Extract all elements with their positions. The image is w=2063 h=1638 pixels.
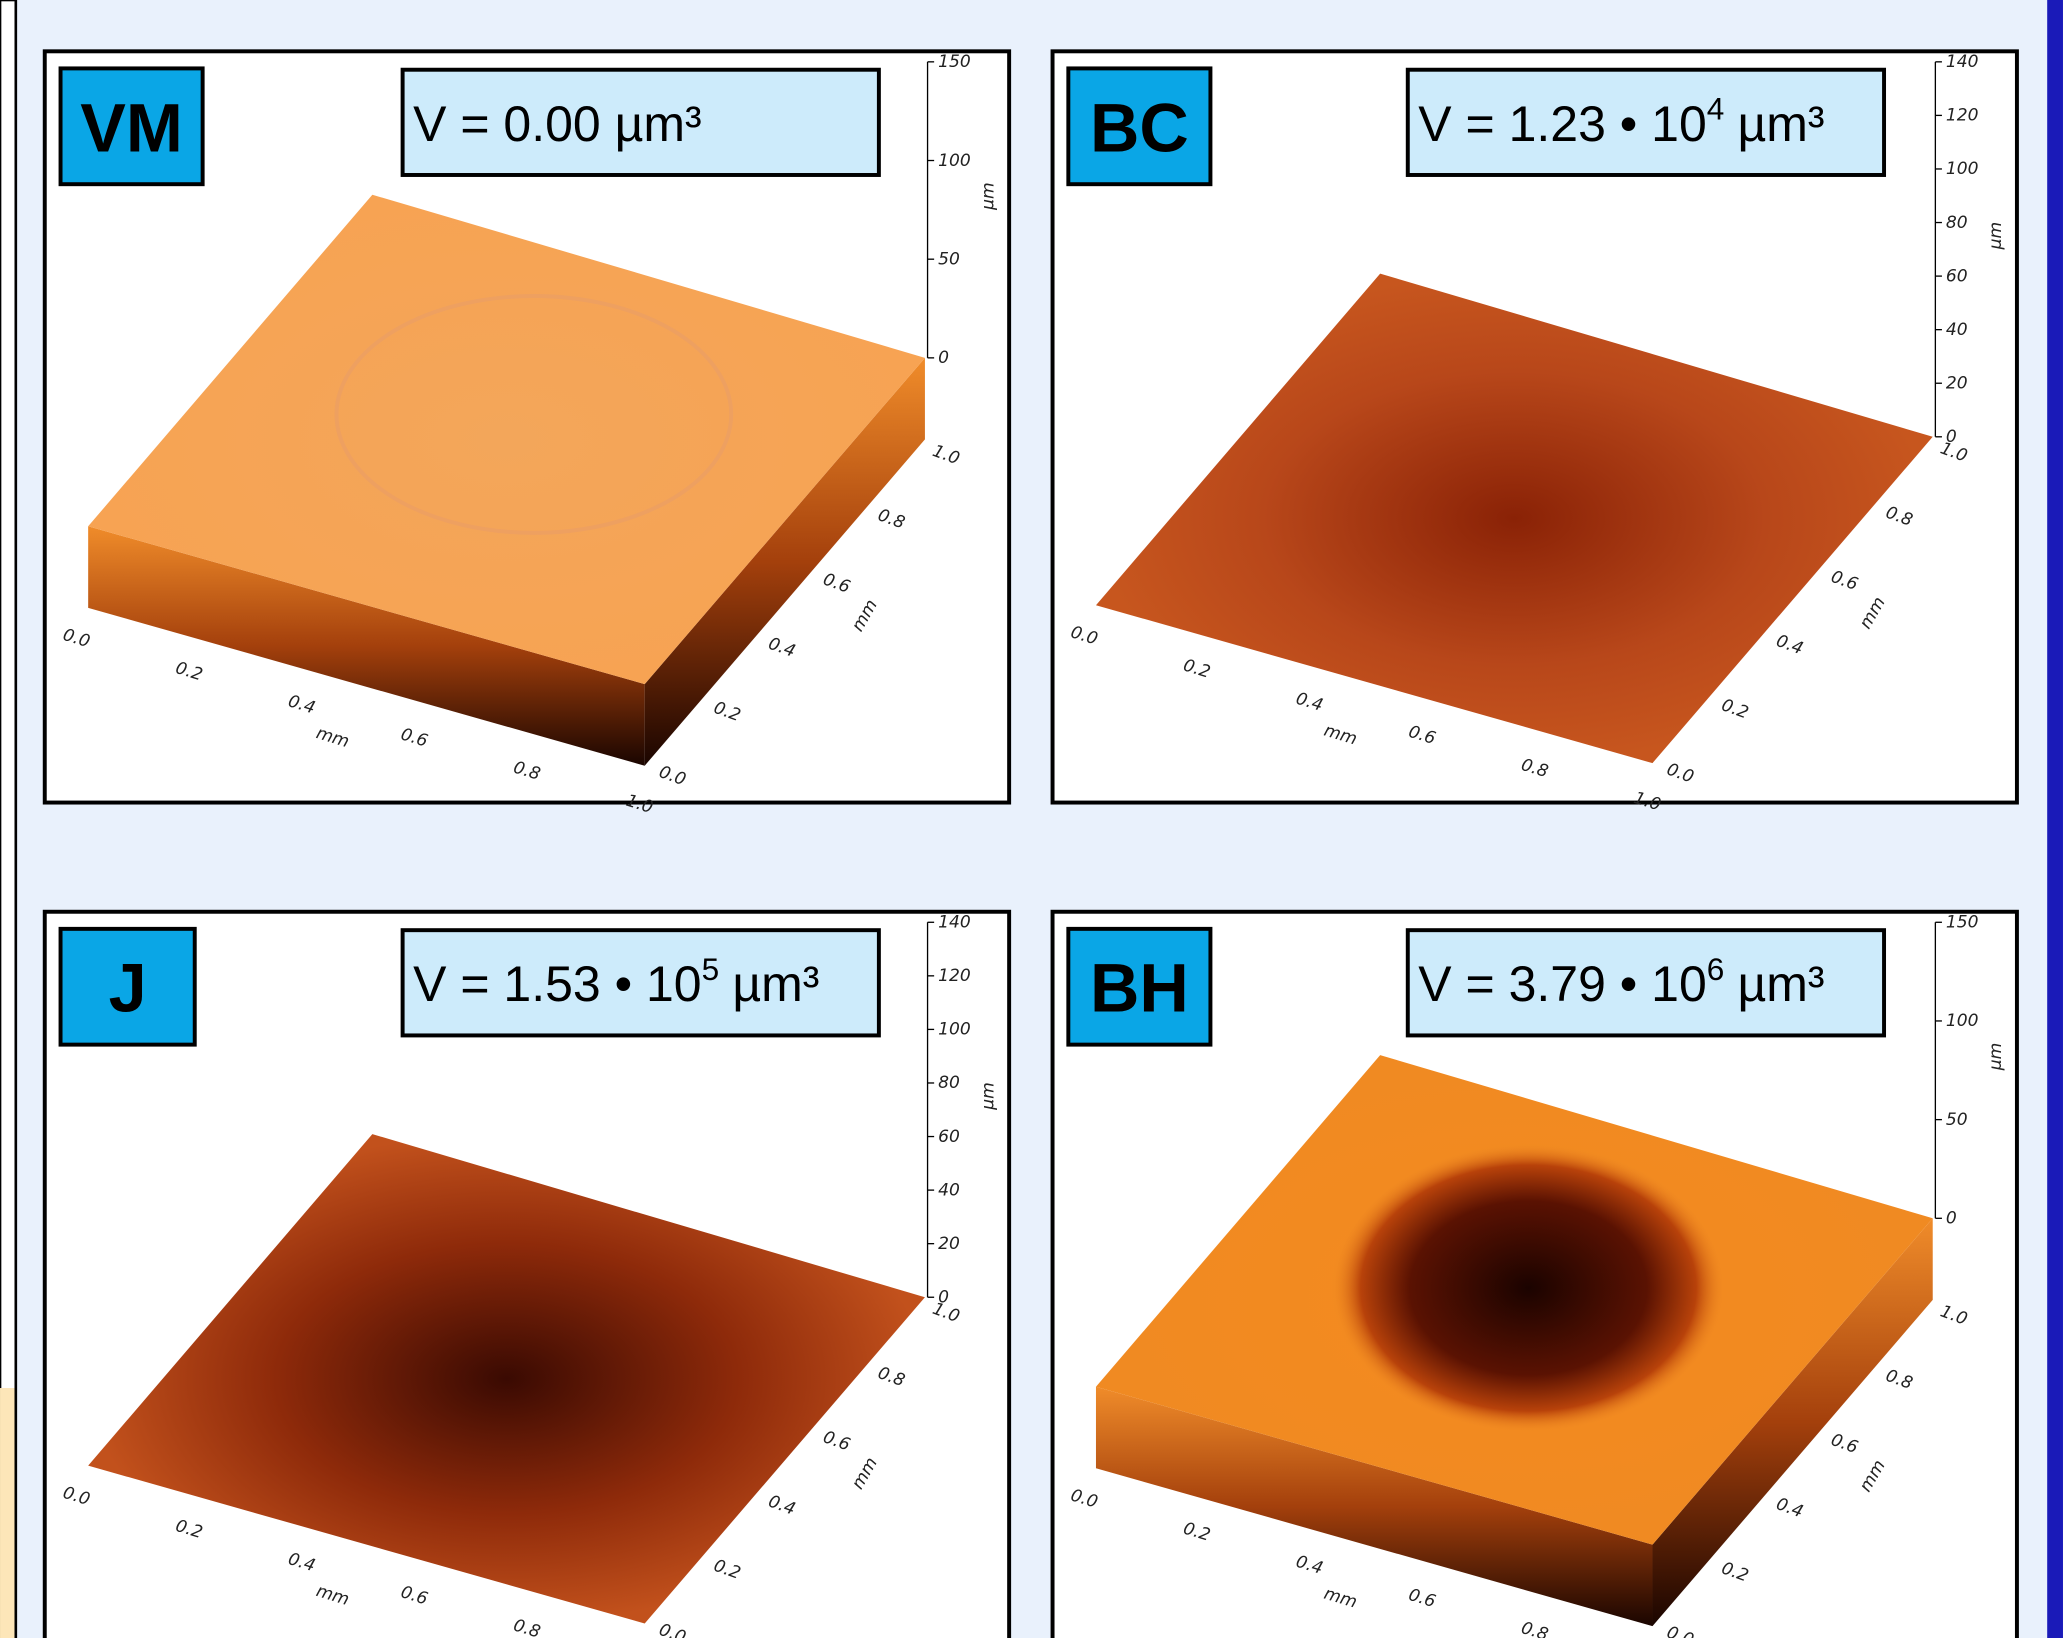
z-tick-label: 80: [1946, 213, 1968, 233]
volume-unit: µm³: [732, 956, 819, 1012]
z-tick-label: 0: [938, 348, 949, 368]
z-tick-label: 50: [1946, 1110, 1968, 1130]
volume-unit: µm³: [1737, 96, 1824, 152]
z-tick-label: 100: [1946, 159, 1979, 179]
volume-text: V = 0.00 µm³: [413, 96, 702, 152]
volume-value: V = 3.79 • 10: [1418, 956, 1706, 1012]
z-tick-label: 120: [1946, 106, 1979, 126]
z-tick-label: 40: [1946, 320, 1968, 340]
right-border: [2047, 0, 2063, 1638]
panel: 150100500µm0.00.20.40.60.81.0mm0.00.20.4…: [1053, 912, 2017, 1638]
z-tick-label: 60: [1946, 266, 1968, 286]
z-tick-label: 100: [1946, 1011, 1979, 1031]
z-tick-label: 0: [1946, 1209, 1957, 1229]
volume-text: V = 1.23 • 104 µm³: [1418, 91, 1824, 152]
figure: 150100500µm0.00.20.40.60.81.0mm0.00.20.4…: [0, 0, 2063, 1638]
z-tick-label: 150: [938, 52, 971, 72]
z-tick-label: 140: [938, 913, 971, 933]
z-tick-label: 20: [938, 1234, 960, 1254]
volume-text: V = 3.79 • 106 µm³: [1418, 951, 1824, 1012]
volume-exponent: 6: [1707, 951, 1725, 987]
z-unit: µm: [978, 182, 998, 211]
crater: [1331, 1143, 1726, 1432]
z-tick-label: 80: [938, 1073, 960, 1093]
z-tick-label: 60: [938, 1127, 960, 1147]
panel: 140120100806040200µm0.00.20.40.60.81.0mm…: [45, 912, 1009, 1638]
z-tick-label: 140: [1946, 52, 1979, 72]
volume-value: V = 0.00 µm³: [413, 96, 702, 152]
volume-exponent: 4: [1707, 91, 1725, 127]
z-tick-label: 120: [938, 966, 971, 986]
panel-label: VM: [80, 90, 183, 166]
z-tick-label: 100: [938, 1020, 971, 1040]
volume-unit: µm³: [1737, 956, 1824, 1012]
panel: 140120100806040200µm0.00.20.40.60.81.0mm…: [1053, 51, 2017, 815]
z-unit: µm: [1986, 222, 2006, 251]
volume-text: V = 1.53 • 105 µm³: [413, 951, 819, 1012]
z-tick-label: 40: [938, 1180, 960, 1200]
panel-label: BC: [1090, 90, 1189, 166]
z-unit: µm: [978, 1082, 998, 1111]
z-tick-label: 150: [1946, 913, 1979, 933]
z-tick-label: 50: [938, 249, 960, 269]
volume-value: V = 1.53 • 10: [413, 956, 701, 1012]
page: {"axes":{"x_ticks":["0.0","0.2","0.4","0…: [0, 0, 2063, 1638]
z-tick-label: 100: [938, 151, 971, 171]
volume-exponent: 5: [702, 951, 720, 987]
panel-label: J: [109, 951, 147, 1027]
z-unit: µm: [1986, 1043, 2006, 1072]
panel-label: BH: [1090, 951, 1189, 1027]
z-tick-label: 20: [1946, 373, 1968, 393]
side-strip-accent: [0, 1388, 14, 1638]
panel: 150100500µm0.00.20.40.60.81.0mm0.00.20.4…: [45, 51, 1009, 818]
volume-value: V = 1.23 • 10: [1418, 96, 1706, 152]
